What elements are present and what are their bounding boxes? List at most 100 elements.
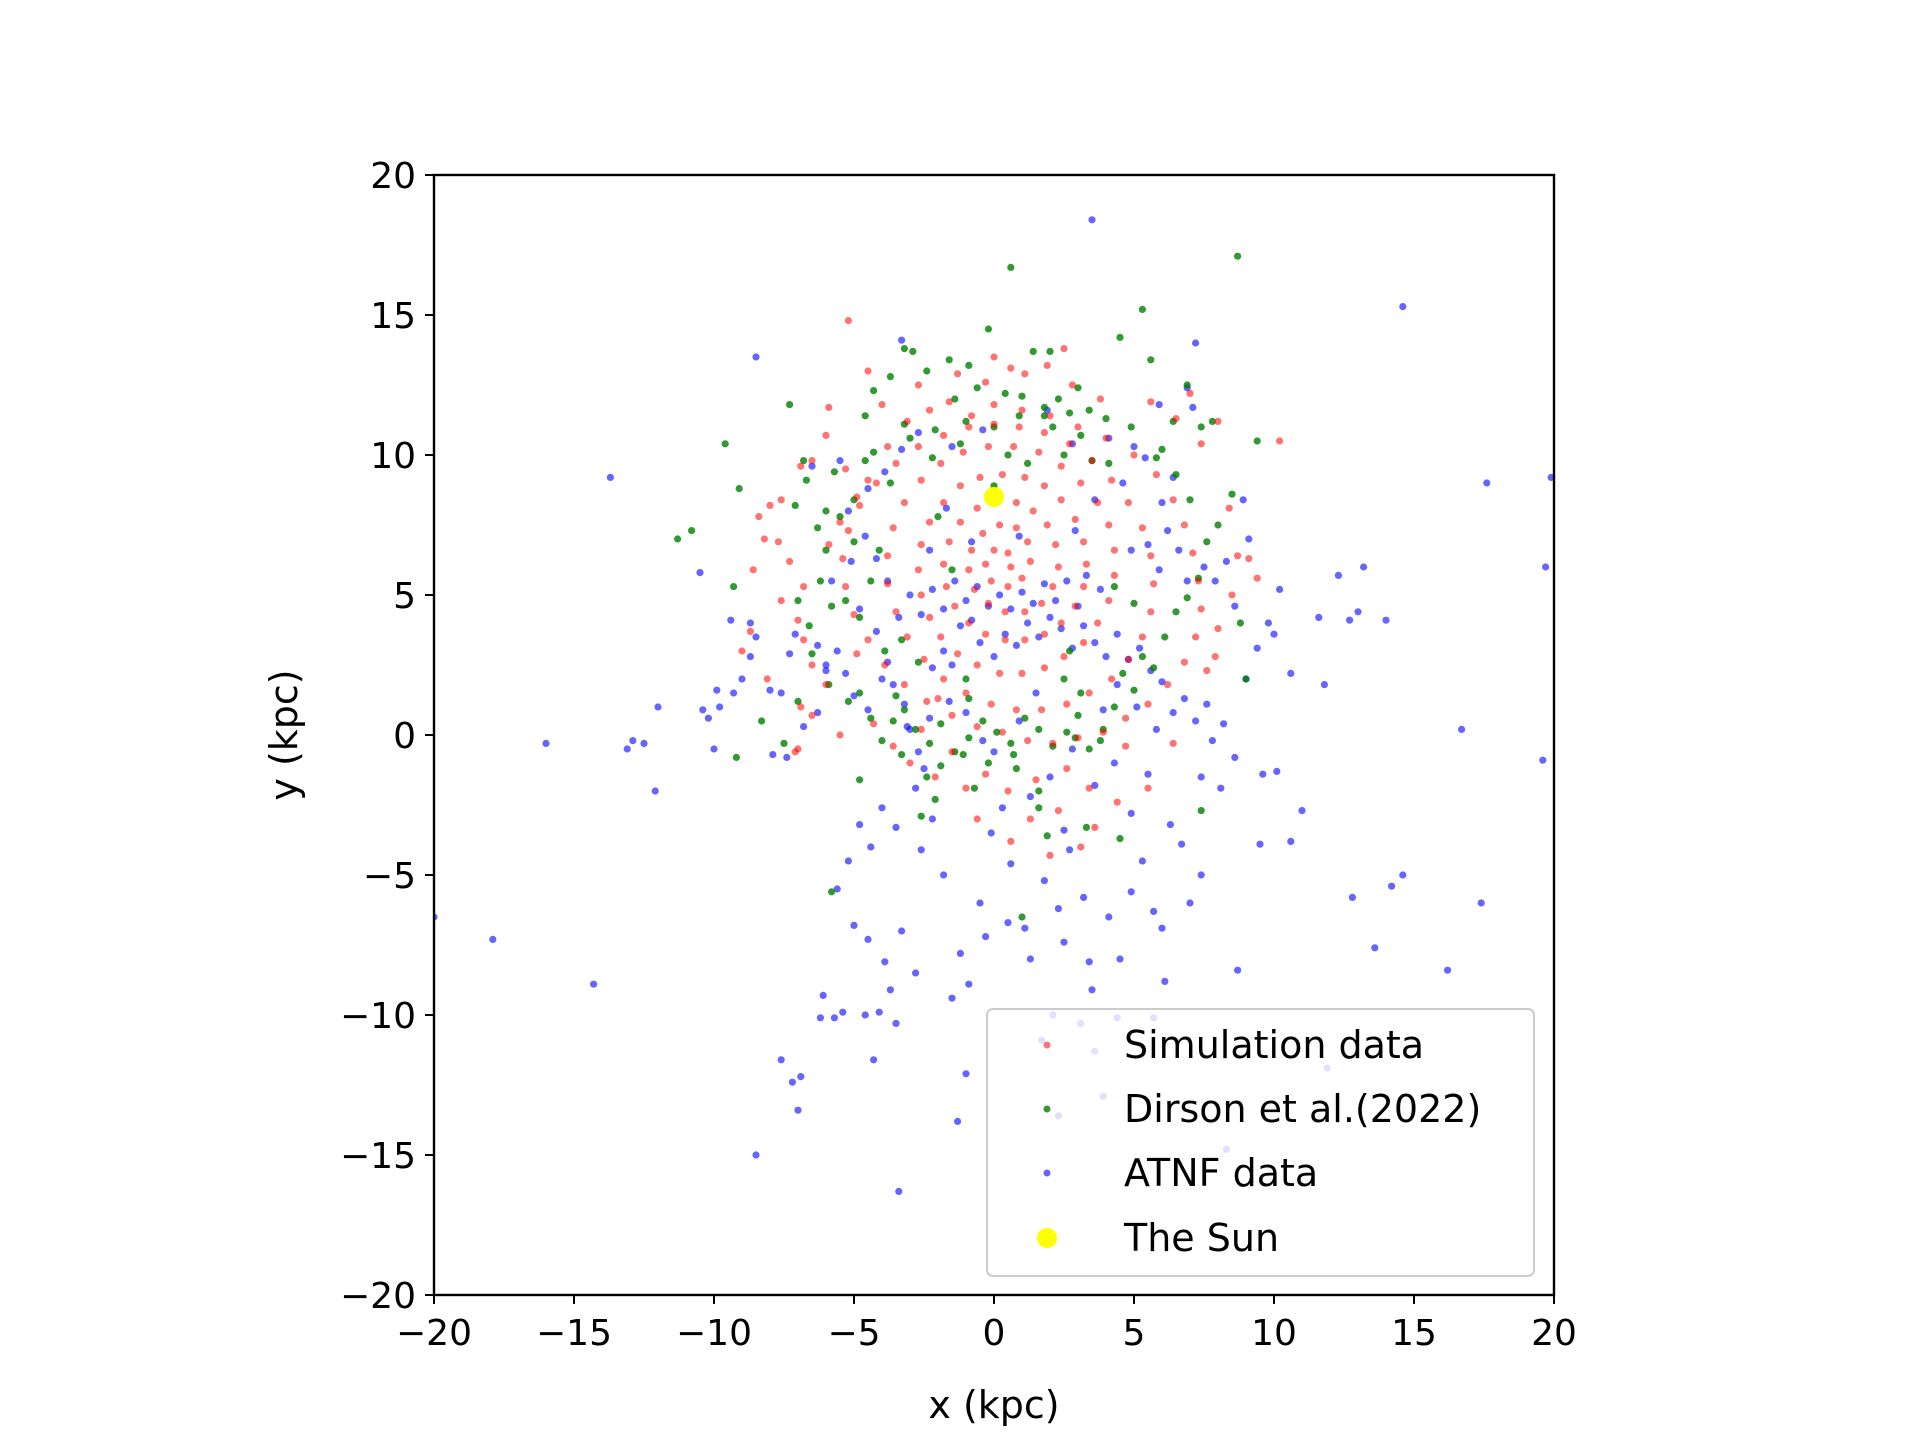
data-point-atnf bbox=[1200, 563, 1208, 571]
data-point-atnf bbox=[1091, 639, 1099, 647]
data-point-simulation bbox=[1012, 706, 1021, 714]
data-point-simulation bbox=[1152, 471, 1160, 479]
data-point-dirson bbox=[973, 384, 981, 392]
data-point-simulation bbox=[1091, 823, 1099, 832]
data-point-dirson bbox=[1096, 737, 1104, 745]
data-point-atnf bbox=[976, 899, 984, 907]
data-point-dirson bbox=[861, 457, 869, 465]
data-point-atnf bbox=[928, 815, 937, 823]
data-point-atnf bbox=[900, 700, 909, 708]
data-point-dirson bbox=[856, 689, 864, 697]
data-point-simulation bbox=[1110, 571, 1118, 580]
data-point-dirson bbox=[948, 566, 956, 574]
data-point-atnf bbox=[903, 723, 911, 731]
data-point-atnf bbox=[878, 675, 886, 683]
data-point-simulation bbox=[976, 473, 984, 481]
data-point-simulation bbox=[884, 443, 892, 451]
data-point-dirson bbox=[1043, 832, 1051, 840]
data-point-atnf bbox=[1130, 443, 1138, 451]
data-point-simulation bbox=[884, 580, 892, 588]
data-point-simulation bbox=[956, 482, 965, 490]
data-point-atnf bbox=[1080, 893, 1088, 902]
data-point-atnf bbox=[979, 737, 987, 745]
data-point-atnf bbox=[1477, 899, 1485, 907]
data-point-atnf bbox=[800, 723, 808, 731]
data-point-simulation bbox=[965, 566, 973, 574]
data-point-simulation bbox=[1113, 798, 1121, 806]
data-point-atnf bbox=[797, 1073, 805, 1081]
legend-label-atnf: ATNF data bbox=[1124, 1151, 1318, 1195]
data-point-atnf bbox=[752, 353, 760, 361]
data-point-dirson bbox=[856, 776, 864, 784]
data-point-simulation bbox=[1049, 739, 1057, 748]
data-point-atnf bbox=[629, 737, 637, 745]
data-point-atnf bbox=[940, 605, 948, 613]
data-point-simulation bbox=[1105, 597, 1113, 605]
data-point-atnf bbox=[898, 927, 906, 935]
data-point-dirson bbox=[1024, 459, 1032, 467]
data-point-atnf bbox=[727, 616, 735, 624]
data-point-simulation bbox=[1164, 681, 1172, 689]
data-point-simulation bbox=[1004, 549, 1012, 557]
data-point-simulation bbox=[984, 599, 993, 608]
data-point-simulation bbox=[973, 504, 981, 512]
data-point-dirson bbox=[791, 501, 799, 509]
data-point-dirson bbox=[1116, 835, 1124, 843]
data-point-dirson bbox=[984, 325, 993, 333]
data-point-atnf bbox=[1298, 807, 1306, 815]
data-point-simulation bbox=[1102, 434, 1110, 442]
data-point-simulation bbox=[749, 566, 757, 574]
data-point-atnf bbox=[1155, 566, 1163, 574]
data-point-dirson bbox=[1127, 423, 1135, 431]
data-point-atnf bbox=[1060, 938, 1068, 946]
data-point-atnf bbox=[1208, 737, 1216, 745]
data-point-atnf bbox=[968, 538, 976, 546]
data-point-atnf bbox=[1063, 577, 1071, 585]
data-point-atnf bbox=[867, 843, 875, 851]
data-point-simulation bbox=[1234, 552, 1242, 560]
data-point-atnf bbox=[1054, 905, 1062, 913]
data-point-simulation bbox=[968, 412, 976, 420]
data-point-simulation bbox=[836, 518, 844, 526]
data-point-atnf bbox=[1026, 793, 1034, 801]
data-point-simulation bbox=[763, 675, 771, 683]
data-point-dirson bbox=[867, 577, 875, 585]
data-point-atnf bbox=[864, 935, 872, 944]
data-point-atnf bbox=[990, 653, 998, 661]
data-point-dirson bbox=[1077, 431, 1085, 439]
data-point-dirson bbox=[1001, 389, 1009, 397]
data-point-dirson bbox=[1040, 412, 1048, 420]
data-point-atnf bbox=[864, 706, 872, 714]
data-point-dirson bbox=[822, 546, 830, 554]
data-point-atnf bbox=[1158, 499, 1166, 507]
data-point-dirson bbox=[735, 485, 743, 493]
data-point-atnf bbox=[830, 1014, 839, 1022]
data-point-simulation bbox=[1180, 658, 1188, 666]
data-point-atnf bbox=[1234, 966, 1242, 974]
data-point-atnf bbox=[942, 504, 951, 512]
y-tick-label: 10 bbox=[370, 436, 416, 477]
data-point-atnf bbox=[640, 739, 648, 748]
data-point-dirson bbox=[928, 454, 937, 462]
data-point-atnf bbox=[746, 619, 755, 627]
data-point-dirson bbox=[886, 373, 895, 381]
data-point-atnf bbox=[777, 1056, 785, 1064]
data-point-atnf bbox=[1360, 563, 1368, 571]
data-point-simulation bbox=[800, 636, 808, 644]
data-point-atnf bbox=[1060, 826, 1068, 834]
data-point-simulation bbox=[844, 317, 853, 325]
data-point-atnf bbox=[1066, 846, 1074, 854]
data-point-simulation bbox=[1012, 499, 1021, 507]
data-point-atnf bbox=[886, 986, 895, 994]
data-point-atnf bbox=[954, 1117, 962, 1125]
data-point-dirson bbox=[993, 728, 1001, 736]
data-point-simulation bbox=[940, 499, 948, 507]
data-point-simulation bbox=[808, 457, 816, 465]
data-point-simulation bbox=[959, 448, 967, 456]
data-point-simulation bbox=[889, 742, 897, 750]
data-point-simulation bbox=[990, 420, 998, 428]
data-point-simulation bbox=[996, 521, 1004, 529]
data-point-atnf bbox=[920, 765, 928, 773]
data-point-simulation bbox=[903, 633, 911, 641]
data-point-atnf bbox=[861, 1011, 869, 1019]
